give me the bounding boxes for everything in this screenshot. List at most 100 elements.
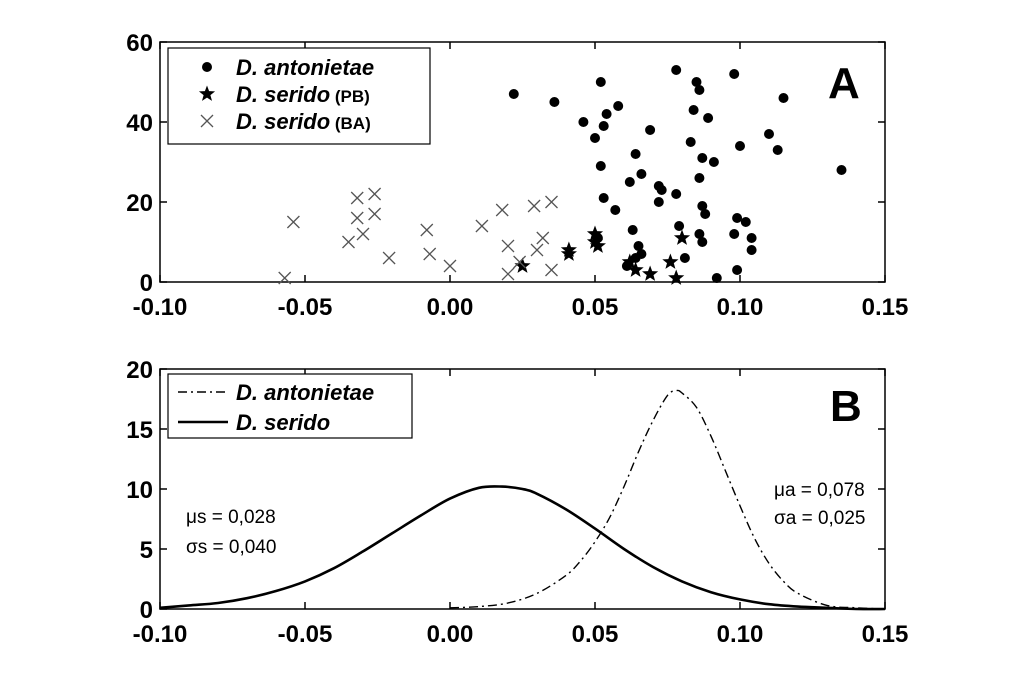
antonietae-point bbox=[653, 197, 664, 207]
panel-a-label: A bbox=[828, 59, 860, 108]
antonietae-point bbox=[729, 69, 740, 79]
panel-a-x-tick-label: -0.05 bbox=[278, 294, 333, 321]
serido-ba-point bbox=[495, 203, 509, 217]
serido-pb-point bbox=[560, 245, 577, 261]
antonietae-point bbox=[740, 217, 751, 227]
legend-marker-star bbox=[198, 85, 216, 101]
panel-b-label: B bbox=[830, 382, 862, 431]
panel-b-x-tick-label: -0.05 bbox=[278, 621, 333, 648]
serido-ba-point bbox=[475, 219, 489, 233]
panel-a-frame bbox=[159, 41, 886, 283]
panel-b-x-tick-label: 0.00 bbox=[427, 621, 474, 648]
panel-b-x-tick-label: 0.10 bbox=[717, 621, 764, 648]
antonietae-point bbox=[613, 101, 624, 111]
legend-marker-circle bbox=[202, 62, 212, 72]
antonietae-point bbox=[746, 233, 757, 243]
antonietae-curve bbox=[449, 389, 886, 610]
antonietae-point bbox=[708, 157, 719, 167]
panel-a-y-tick-label: 40 bbox=[126, 110, 153, 137]
antonietae-point bbox=[590, 133, 600, 143]
antonietae-point bbox=[508, 89, 519, 99]
antonietae-point bbox=[688, 105, 699, 115]
serido-pb-point bbox=[589, 237, 606, 253]
serido-pb-point bbox=[668, 269, 685, 285]
serido-pb-point bbox=[627, 261, 644, 277]
serido-ba-point bbox=[501, 239, 515, 253]
antonietae-point bbox=[778, 93, 789, 103]
antonietae-point bbox=[671, 189, 682, 199]
serido-pb-point bbox=[642, 265, 659, 281]
panel-a-x-tick-label: 0.05 bbox=[572, 294, 619, 321]
antonietae-point bbox=[630, 149, 641, 159]
panel-a-y-tick-label: 60 bbox=[126, 30, 153, 57]
panel-a-y-tick-label: 20 bbox=[126, 190, 153, 217]
antonietae-point bbox=[645, 125, 656, 135]
antonietae-point bbox=[598, 121, 609, 131]
serido-pb-point bbox=[673, 229, 691, 245]
antonietae-point bbox=[610, 205, 621, 215]
panel-a-x-tick-label: 0.10 bbox=[717, 294, 764, 321]
panel-b-lines: -0.10 -0.05 0.00 0.05 0.10 0.15 0 5 10 15 20 D. an… bbox=[126, 357, 908, 648]
serido-sd-annotation: σs = 0,040 bbox=[186, 537, 276, 558]
antonietae-point bbox=[578, 117, 589, 127]
serido-ba-point bbox=[536, 231, 550, 245]
antonietae-point bbox=[685, 137, 696, 147]
panel-b-y-tick-label: 15 bbox=[126, 417, 153, 444]
antonietae-point bbox=[697, 153, 708, 163]
antonietae-point bbox=[679, 253, 690, 263]
antonietae-point bbox=[595, 77, 606, 87]
serido-ba-point bbox=[368, 207, 382, 221]
panel-a-scatter: -0.10 -0.05 0.00 0.05 0.10 0.15 0 20 40 60 D. ant… bbox=[126, 30, 908, 321]
antonietae-point bbox=[601, 109, 612, 119]
serido-ba-point bbox=[545, 263, 558, 277]
panel-a-legend-label: D. serido (PB) bbox=[236, 82, 370, 107]
panel-b-legend-box bbox=[167, 373, 413, 439]
antonietae-point bbox=[595, 161, 606, 171]
antonietae-point bbox=[549, 97, 560, 107]
antonietae-sd-annotation: σa = 0,025 bbox=[774, 508, 866, 529]
antonietae-point bbox=[772, 145, 783, 155]
antonietae-point bbox=[746, 245, 757, 255]
serido-ba-point bbox=[513, 255, 527, 269]
serido-pb-point bbox=[586, 233, 604, 249]
serido-curve bbox=[159, 485, 886, 611]
antonietae-point bbox=[729, 229, 740, 239]
panel-b-x-tick-label: 0.15 bbox=[862, 621, 909, 648]
antonietae-point bbox=[671, 65, 682, 75]
antonietae-point bbox=[674, 221, 685, 231]
antonietae-point bbox=[836, 165, 847, 175]
antonietae-mean-annotation: μa = 0,078 bbox=[774, 480, 865, 501]
serido-ba-point bbox=[527, 199, 541, 213]
panel-b-y-tick-label: 0 bbox=[140, 597, 153, 624]
serido-ba-point bbox=[545, 195, 558, 209]
antonietae-point bbox=[694, 229, 705, 239]
serido-ba-point bbox=[382, 251, 396, 265]
serido-ba-point bbox=[286, 215, 300, 229]
antonietae-point bbox=[694, 85, 705, 95]
legend-marker-x bbox=[200, 114, 214, 128]
legend-series-suffix: (PB) bbox=[330, 87, 370, 106]
antonietae-point bbox=[700, 209, 711, 219]
legend-series-name: D. antonietae bbox=[236, 55, 374, 80]
panel-b-y-tick-label: 5 bbox=[140, 537, 153, 564]
panel-b-legend-label: D. serido bbox=[236, 410, 330, 435]
serido-ba-point bbox=[342, 235, 355, 249]
legend-series-name: D. serido bbox=[236, 109, 330, 134]
antonietae-point bbox=[711, 273, 722, 283]
panel-b-x-tick-label: 0.05 bbox=[572, 621, 619, 648]
panel-a-x-tick-label: 0.15 bbox=[862, 294, 909, 321]
panel-b-x-tick-label: -0.10 bbox=[133, 621, 188, 648]
serido-pb-point bbox=[621, 253, 638, 269]
antonietae-point bbox=[691, 77, 702, 87]
antonietae-point bbox=[624, 177, 635, 187]
panel-a-y-tick-label: 0 bbox=[140, 270, 153, 297]
serido-ba-point bbox=[350, 211, 364, 225]
panel-b-legend: D. antonietae D. serido bbox=[167, 373, 413, 439]
serido-ba-point bbox=[420, 223, 434, 237]
serido-pb-point bbox=[586, 225, 604, 241]
legend-series-suffix: (BA) bbox=[330, 114, 371, 133]
panel-b-y-tick-label: 20 bbox=[126, 357, 153, 384]
serido-ba-point bbox=[278, 271, 292, 285]
antonietae-point bbox=[703, 113, 714, 123]
